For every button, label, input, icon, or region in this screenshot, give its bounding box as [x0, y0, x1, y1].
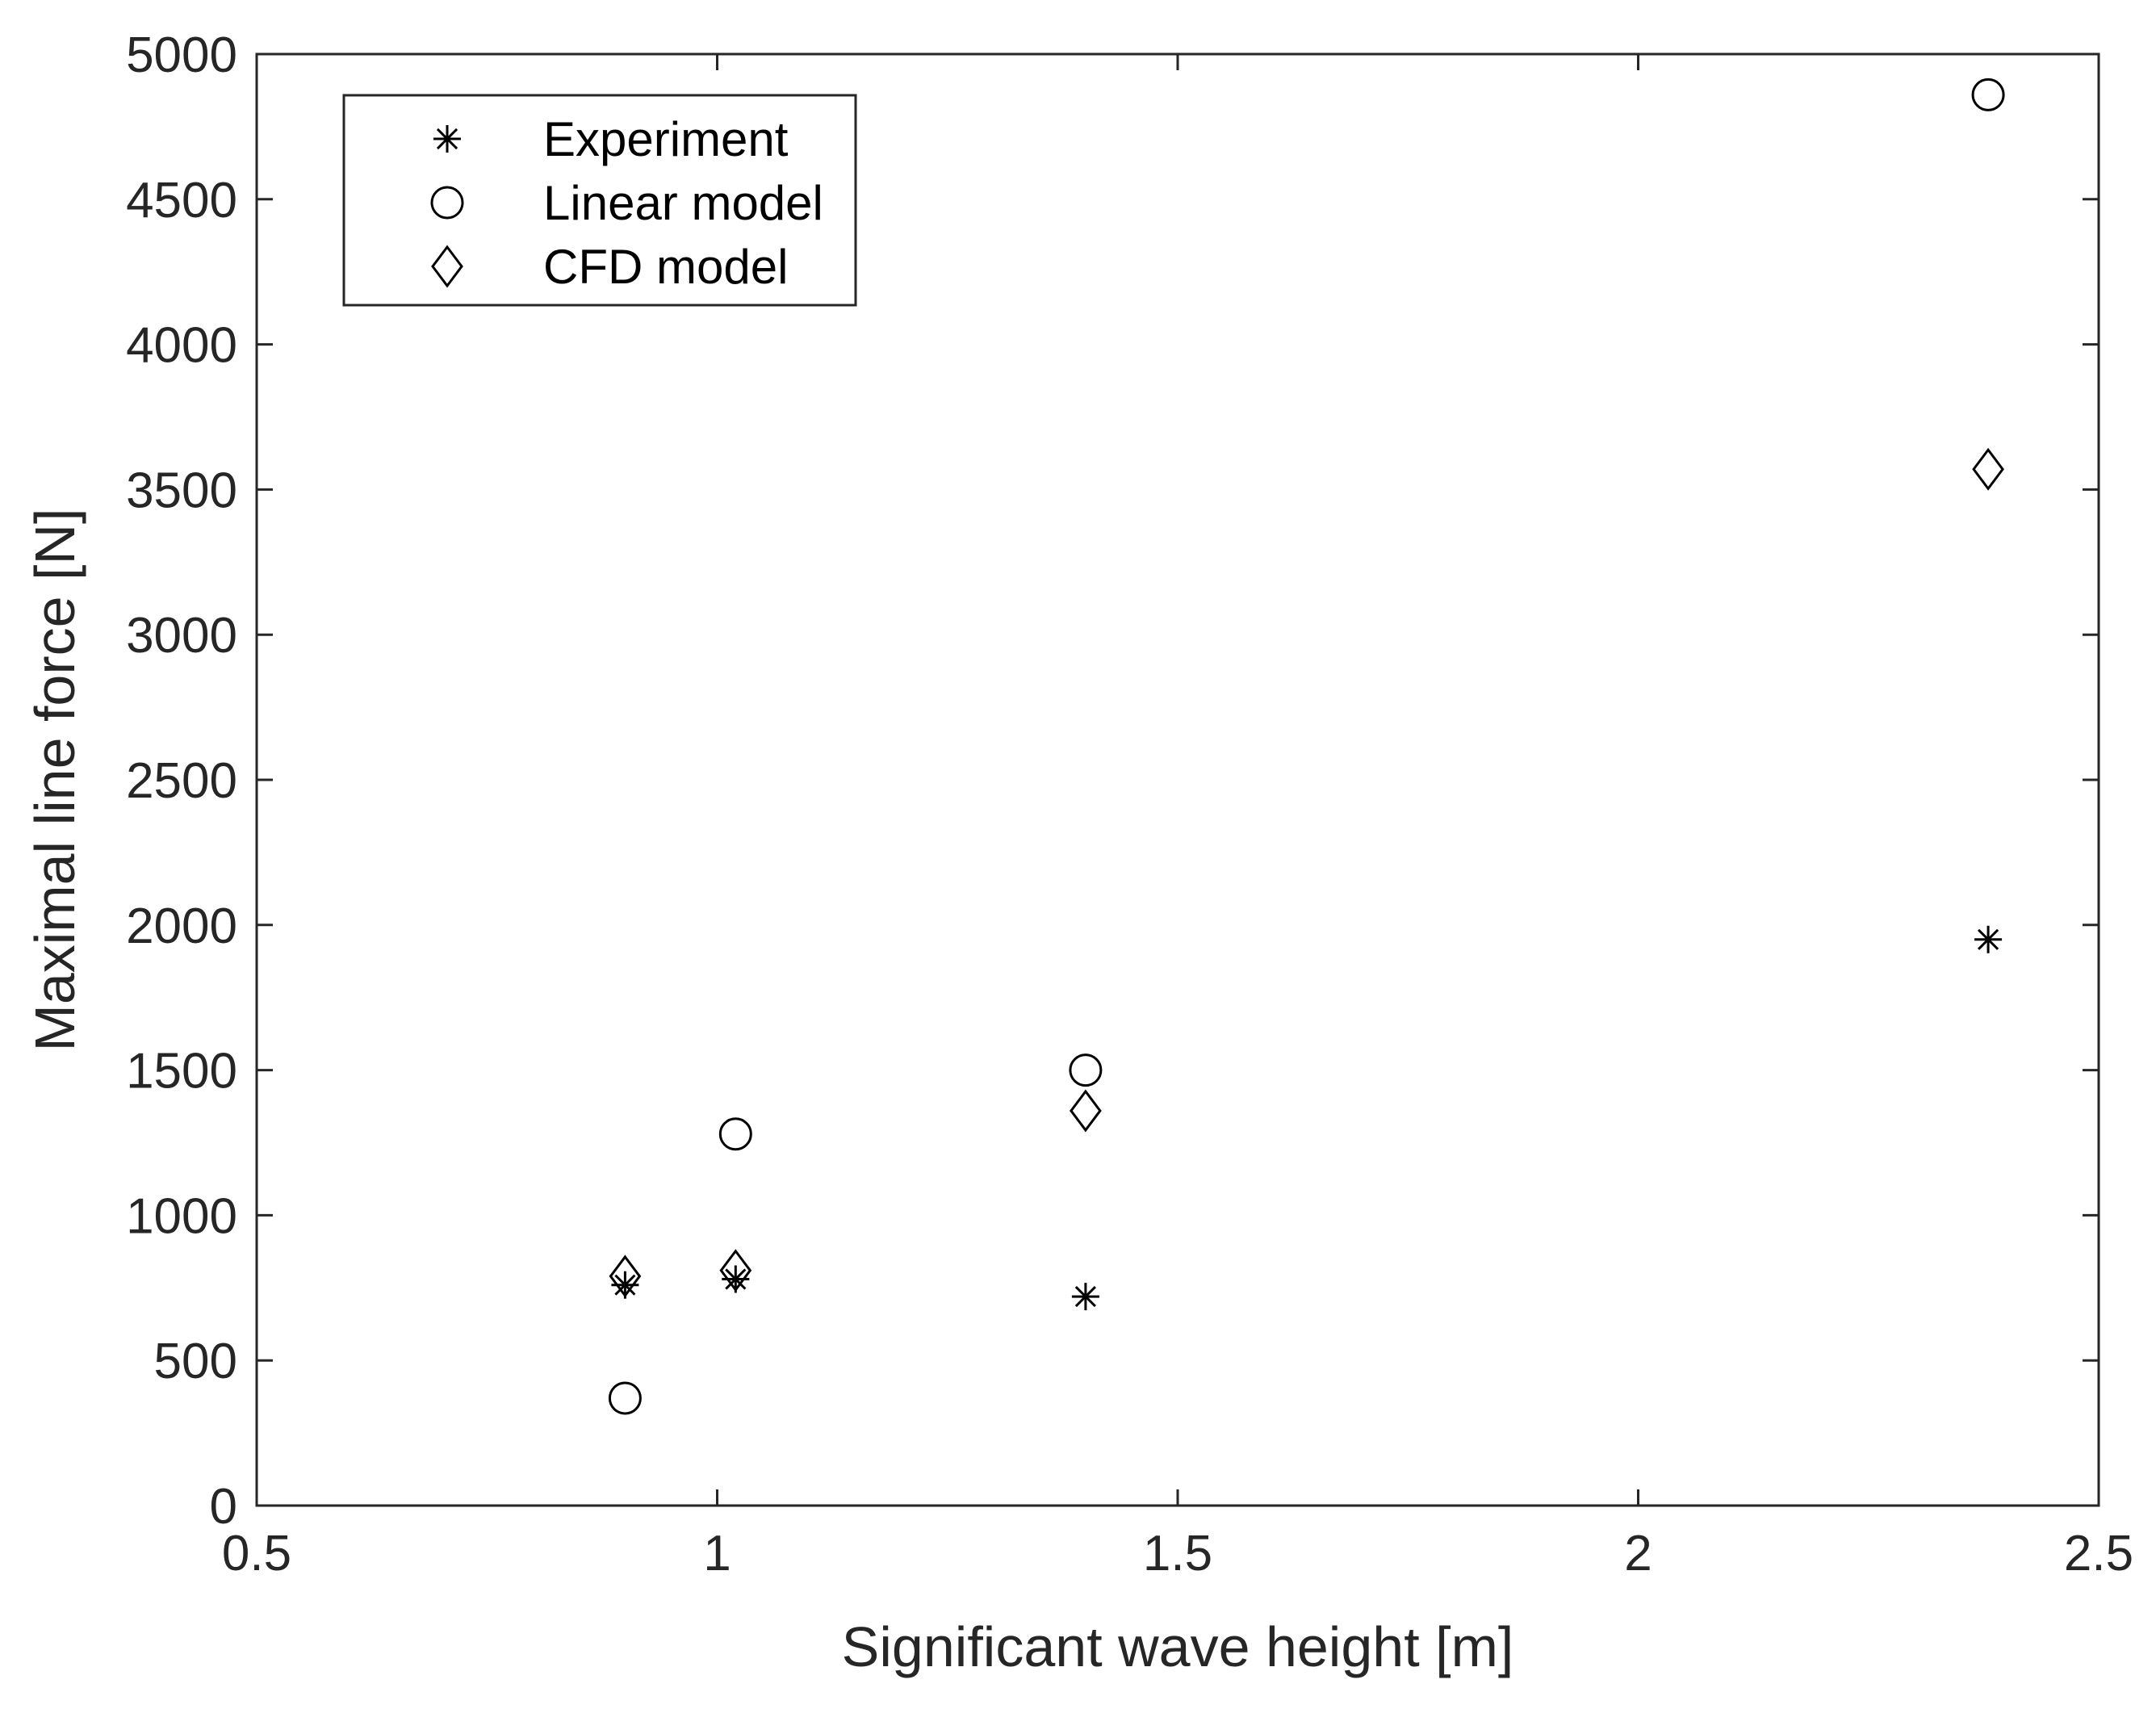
legend-box — [342, 94, 857, 307]
y-tick-label: 3500 — [126, 463, 237, 518]
x-tick-label: 0.5 — [222, 1526, 291, 1581]
cfd-model-point — [609, 1255, 642, 1298]
linear-model-point — [608, 1381, 642, 1415]
legend: Experiment Linear model CFD model — [342, 94, 857, 307]
x-axis-ticks: 0.5 1 1.5 2 2.5 — [222, 54, 2133, 1581]
x-tick-label: 1 — [703, 1526, 731, 1581]
linear-model-point — [718, 1117, 752, 1151]
x-axis-label: Significant wave height [m] — [842, 1615, 1514, 1678]
y-tick-label: 4000 — [126, 318, 237, 374]
legend-experiment-label: Experiment — [543, 112, 789, 166]
legend-items: Experiment Linear model CFD model — [430, 112, 823, 294]
cfd-model-point — [1070, 1089, 1102, 1133]
y-tick-label: 2500 — [126, 753, 237, 809]
linear-model-point — [1069, 1053, 1103, 1087]
legend-cfd-model-label: CFD model — [543, 240, 788, 294]
x-tick-label: 1.5 — [1143, 1526, 1212, 1581]
experiment-point — [1974, 925, 2003, 953]
x-tick-label: 2 — [1624, 1526, 1652, 1581]
legend-cfd-model-marker — [431, 245, 463, 288]
y-axis-label: Maximal line force [N] — [23, 509, 86, 1052]
legend-experiment-marker — [433, 125, 461, 153]
y-tick-label: 1000 — [126, 1188, 237, 1244]
legend-linear-model-label: Linear model — [543, 176, 823, 230]
x-tick-label: 2.5 — [2064, 1526, 2133, 1581]
y-tick-label: 4500 — [126, 173, 237, 228]
linear-model-point — [1971, 77, 2005, 111]
cfd-model-point — [1972, 447, 2004, 491]
y-axis-ticks: 0 500 1000 1500 2000 2500 3000 3500 4000 4500 5000 — [126, 27, 2099, 1535]
y-tick-label: 5000 — [126, 27, 237, 83]
y-tick-label: 2000 — [126, 898, 237, 954]
y-tick-label: 0 — [210, 1479, 237, 1535]
y-tick-label: 1500 — [126, 1044, 237, 1100]
plot-area-frame — [255, 52, 2100, 1507]
legend-linear-model-marker — [430, 186, 464, 220]
y-tick-label: 3000 — [126, 608, 237, 664]
cfd-model-point — [719, 1249, 752, 1292]
experiment-point — [1071, 1283, 1099, 1311]
y-tick-label: 500 — [154, 1334, 237, 1389]
data-points — [608, 77, 2005, 1415]
